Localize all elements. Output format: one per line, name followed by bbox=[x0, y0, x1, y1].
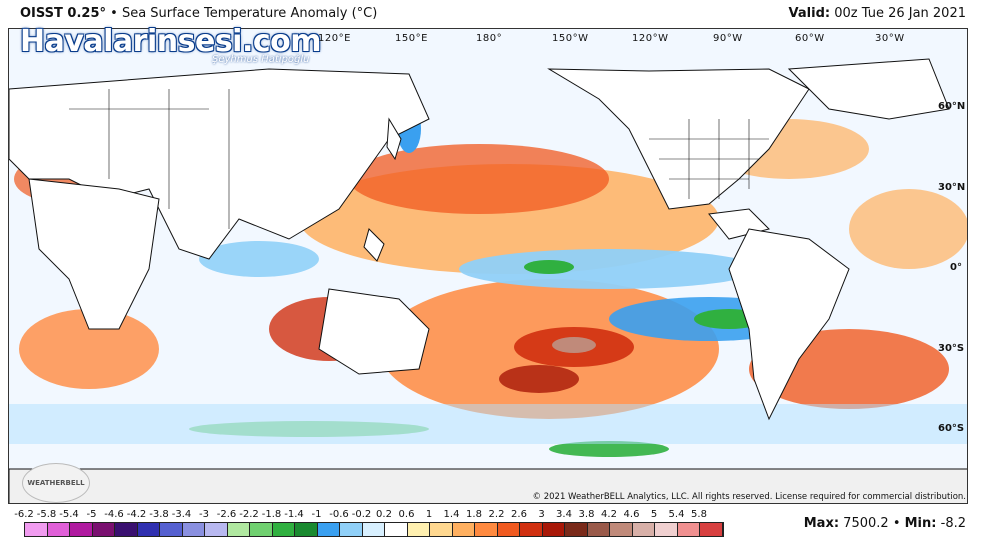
scale-tick-label: 1.8 bbox=[466, 509, 482, 520]
map-title: OISST 0.25° • Sea Surface Temperature An… bbox=[20, 6, 377, 21]
scale-swatch bbox=[407, 523, 430, 536]
scale-tick-label: 5.4 bbox=[668, 509, 685, 520]
scale-tick-label: 3.4 bbox=[556, 509, 572, 520]
watermark-subtext: Şeyhmus Hatipoğlu bbox=[212, 54, 310, 65]
scale-tick-label: -5.8 bbox=[36, 509, 57, 520]
scale-swatch bbox=[250, 523, 273, 536]
scale-tick-label: -1 bbox=[311, 509, 322, 520]
scale-swatch bbox=[295, 523, 318, 536]
scale-swatch bbox=[182, 523, 205, 536]
scale-tick-label: -1.8 bbox=[261, 509, 282, 520]
scale-tick-label: -0.2 bbox=[351, 509, 372, 520]
scale-tick-label: -6.2 bbox=[14, 509, 34, 520]
lat-label-0: 0° bbox=[950, 262, 962, 273]
lat-label-60s: 60°S bbox=[938, 423, 965, 434]
scale-tick-label: 0.6 bbox=[398, 509, 415, 520]
valid-value: 00z Tue 26 Jan 2021 bbox=[834, 6, 966, 21]
scale-tick-label: -4.6 bbox=[104, 509, 124, 520]
lon-label-30w: 30°W bbox=[875, 33, 905, 44]
scale-swatch bbox=[70, 523, 93, 536]
scale-tick-label: 1 bbox=[425, 509, 433, 520]
scale-tick-label: -5.4 bbox=[59, 509, 79, 520]
color-scale-labels: -6.2 -5.8 -5.4 -5 -4.6 -4.2 -3.8 -3.4 -3 -2.6 -2.2… bbox=[10, 509, 710, 521]
scale-swatch bbox=[25, 523, 48, 536]
scale-swatch bbox=[632, 523, 655, 536]
scale-swatch bbox=[92, 523, 115, 536]
sst-anomaly-map bbox=[8, 28, 968, 504]
color-scale-bar bbox=[24, 522, 724, 537]
scale-tick-label: 4.2 bbox=[601, 509, 617, 520]
max-value: 7500.2 bbox=[843, 516, 889, 531]
scale-swatch bbox=[497, 523, 520, 536]
lon-label-180: 180° bbox=[476, 33, 503, 44]
state-borders bbox=[69, 89, 769, 229]
scale-swatch bbox=[520, 523, 543, 536]
scale-swatch bbox=[205, 523, 228, 536]
lon-label-120e: 120°E bbox=[318, 33, 351, 44]
scale-swatch bbox=[565, 523, 588, 536]
product-name: OISST 0.25° bbox=[20, 6, 106, 21]
scale-tick-label: 2.6 bbox=[511, 509, 527, 520]
scale-swatch bbox=[137, 523, 160, 536]
scale-swatch bbox=[542, 523, 565, 536]
lat-label-30n: 30°N bbox=[938, 182, 966, 193]
valid-label: Valid: bbox=[788, 6, 831, 21]
lat-label-60n: 60°N bbox=[938, 101, 966, 112]
scale-swatch bbox=[430, 523, 453, 536]
scale-swatch bbox=[317, 523, 340, 536]
scale-tick-label: 3.8 bbox=[578, 509, 595, 520]
scale-swatch bbox=[700, 523, 723, 536]
title-description: Sea Surface Temperature Anomaly (°C) bbox=[121, 6, 378, 21]
title-separator: • bbox=[110, 6, 118, 21]
scale-swatch bbox=[475, 523, 498, 536]
scale-tick-label: -1.4 bbox=[284, 509, 304, 520]
scale-swatch bbox=[115, 523, 138, 536]
scale-swatch bbox=[47, 523, 70, 536]
scale-tick-label: 0.2 bbox=[376, 509, 392, 520]
scale-tick-label: 4.6 bbox=[623, 509, 640, 520]
scale-swatch bbox=[587, 523, 610, 536]
scale-tick-label: -5 bbox=[86, 509, 97, 520]
scale-swatch bbox=[227, 523, 250, 536]
scale-tick-label: -2.2 bbox=[239, 509, 259, 520]
scale-tick-label: 5.8 bbox=[691, 509, 707, 520]
scale-swatch bbox=[272, 523, 295, 536]
scale-swatch bbox=[385, 523, 408, 536]
scale-tick-label: -4.2 bbox=[126, 509, 147, 520]
scale-tick-label: 5 bbox=[650, 509, 658, 520]
scale-swatch bbox=[340, 523, 363, 536]
scale-tick-label: -3 bbox=[199, 509, 209, 520]
lon-label-90w: 90°W bbox=[713, 33, 743, 44]
weatherbell-logo: WEATHERBELL bbox=[22, 463, 90, 503]
scale-tick-label: -0.6 bbox=[329, 509, 349, 520]
scale-swatch bbox=[677, 523, 700, 536]
scale-tick-label: 1.4 bbox=[443, 509, 460, 520]
lon-label-60w: 60°W bbox=[795, 33, 825, 44]
scale-swatch bbox=[452, 523, 475, 536]
copyright-notice: © 2021 WeatherBELL Analytics, LLC. All r… bbox=[532, 492, 966, 502]
scale-swatch bbox=[610, 523, 633, 536]
scale-swatch bbox=[655, 523, 678, 536]
lon-label-150e: 150°E bbox=[395, 33, 428, 44]
lon-label-150w: 150°W bbox=[552, 33, 589, 44]
max-min-stats: Max: 7500.2 • Min: -8.2 bbox=[804, 516, 966, 531]
scale-tick-label: -2.6 bbox=[216, 509, 237, 520]
valid-time: Valid: 00z Tue 26 Jan 2021 bbox=[789, 6, 966, 21]
scale-tick-label: -3.8 bbox=[149, 509, 169, 520]
scale-tick-label: 2.2 bbox=[488, 509, 505, 520]
map-canvas bbox=[9, 29, 967, 503]
watermark-logo: Havalarinsesi.com bbox=[20, 24, 322, 59]
stats-separator: • bbox=[892, 516, 901, 531]
lat-label-30s: 30°S bbox=[938, 343, 965, 354]
min-value: -8.2 bbox=[940, 516, 966, 531]
scale-swatch bbox=[160, 523, 183, 536]
max-label: Max: bbox=[803, 516, 840, 531]
scale-tick-label: 3 bbox=[538, 509, 545, 520]
lon-label-120w: 120°W bbox=[632, 33, 669, 44]
min-label: Min: bbox=[904, 516, 937, 531]
scale-tick-label: -3.4 bbox=[171, 509, 192, 520]
scale-swatch bbox=[362, 523, 385, 536]
